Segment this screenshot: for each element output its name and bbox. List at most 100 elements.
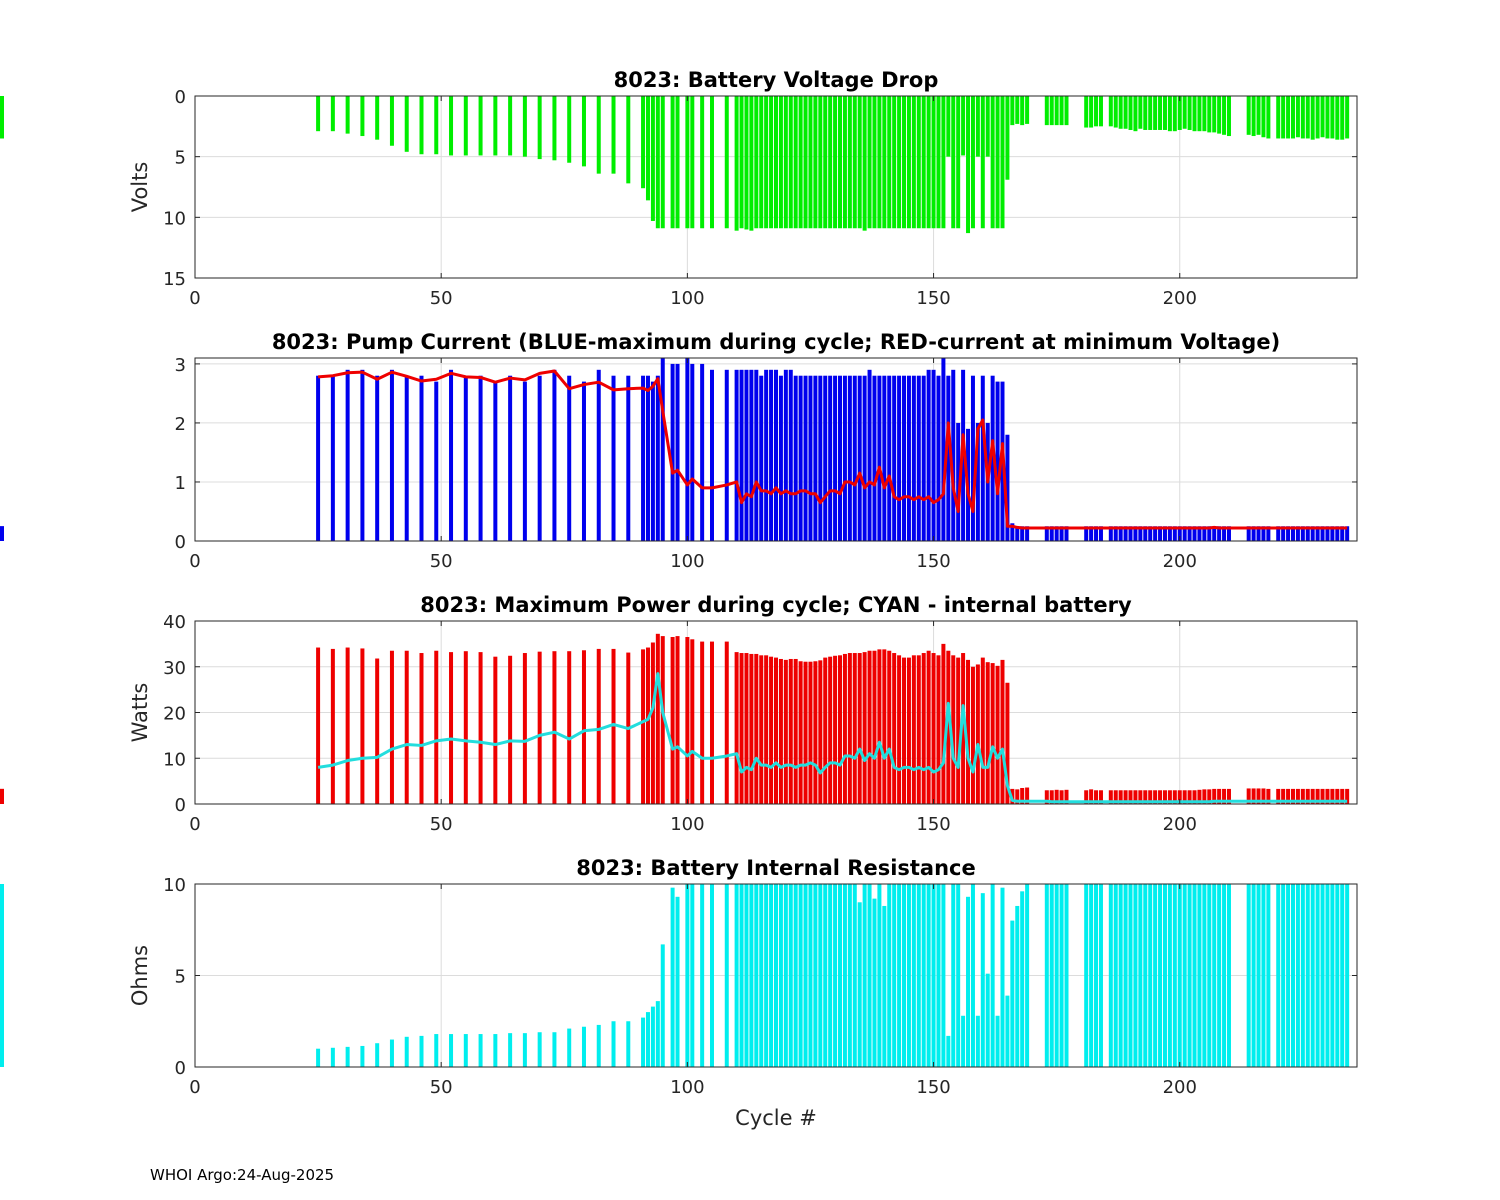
bar bbox=[0, 884, 4, 1067]
bar bbox=[936, 375, 941, 541]
bar bbox=[375, 96, 380, 140]
bar bbox=[1118, 96, 1123, 129]
bar bbox=[1182, 790, 1187, 804]
bar bbox=[823, 96, 828, 229]
bar bbox=[596, 96, 601, 174]
bar bbox=[1340, 526, 1345, 541]
bar bbox=[1177, 884, 1182, 1067]
bar bbox=[818, 660, 823, 804]
bar bbox=[1158, 790, 1163, 804]
bar bbox=[1251, 884, 1256, 1067]
bar bbox=[838, 375, 843, 541]
bar bbox=[1305, 788, 1310, 804]
bar bbox=[1197, 526, 1202, 541]
bar bbox=[1113, 526, 1118, 541]
bar bbox=[493, 381, 498, 541]
bar bbox=[980, 657, 985, 804]
bar bbox=[916, 375, 921, 541]
bar bbox=[463, 96, 468, 156]
bar bbox=[882, 905, 887, 1067]
bar bbox=[1310, 788, 1315, 804]
bar bbox=[1202, 96, 1207, 132]
bar bbox=[793, 884, 798, 1067]
bar bbox=[1089, 884, 1094, 1067]
bar bbox=[769, 884, 774, 1067]
bar bbox=[655, 96, 660, 229]
bar bbox=[946, 1035, 951, 1067]
axes-frame bbox=[194, 95, 1358, 279]
y-tick-label: 1 bbox=[175, 473, 186, 494]
bar bbox=[655, 633, 660, 804]
bar bbox=[990, 663, 995, 804]
bar bbox=[1207, 789, 1212, 804]
bar bbox=[1148, 526, 1153, 541]
bar bbox=[1281, 788, 1286, 804]
bar bbox=[626, 96, 631, 184]
bar bbox=[522, 653, 527, 804]
bar bbox=[897, 884, 902, 1067]
bar bbox=[1305, 96, 1310, 139]
bar bbox=[808, 884, 813, 1067]
bar bbox=[660, 636, 665, 804]
bar bbox=[330, 375, 335, 541]
bar bbox=[1320, 96, 1325, 138]
x-tick-label: 100 bbox=[670, 551, 704, 572]
bar bbox=[1054, 884, 1059, 1067]
bar bbox=[1138, 884, 1143, 1067]
bar bbox=[1226, 884, 1231, 1067]
bar bbox=[1207, 526, 1212, 541]
bar bbox=[389, 369, 394, 541]
bar bbox=[1197, 884, 1202, 1067]
bar bbox=[744, 369, 749, 541]
bar bbox=[749, 369, 754, 541]
bar bbox=[887, 884, 892, 1067]
bar bbox=[650, 1006, 655, 1067]
bar bbox=[892, 375, 897, 541]
x-tick-label: 100 bbox=[670, 1077, 704, 1098]
bar bbox=[1084, 884, 1089, 1067]
bar bbox=[852, 96, 857, 229]
bar bbox=[798, 884, 803, 1067]
bar bbox=[345, 96, 350, 134]
bar bbox=[764, 655, 769, 804]
x-tick-label: 200 bbox=[1163, 814, 1197, 835]
bar bbox=[926, 96, 931, 229]
bar bbox=[581, 96, 586, 167]
bar bbox=[660, 96, 665, 229]
bar bbox=[862, 375, 867, 541]
bar bbox=[734, 96, 739, 231]
bar bbox=[1276, 788, 1281, 804]
bar bbox=[1167, 790, 1172, 804]
bar bbox=[1256, 96, 1261, 135]
bar bbox=[611, 648, 616, 804]
bar bbox=[1123, 790, 1128, 804]
bar bbox=[902, 96, 907, 229]
bar bbox=[1054, 96, 1059, 126]
bar bbox=[975, 1015, 980, 1067]
bar bbox=[1266, 884, 1271, 1067]
bar bbox=[1192, 790, 1197, 804]
bar bbox=[316, 375, 321, 541]
bar bbox=[1295, 788, 1300, 804]
bar bbox=[778, 884, 783, 1067]
bar bbox=[892, 653, 897, 804]
line-series-2 bbox=[317, 672, 1348, 804]
bar bbox=[1330, 884, 1335, 1067]
bar bbox=[1246, 96, 1251, 135]
bar bbox=[690, 96, 695, 229]
bar bbox=[877, 884, 882, 1067]
bar bbox=[1315, 884, 1320, 1067]
bar bbox=[345, 647, 350, 804]
bar bbox=[508, 375, 513, 541]
bar bbox=[1084, 526, 1089, 541]
x-tick-label: 150 bbox=[916, 288, 950, 309]
bar bbox=[1089, 789, 1094, 804]
bar bbox=[769, 96, 774, 229]
bar bbox=[892, 96, 897, 229]
bar bbox=[552, 96, 557, 161]
bar bbox=[1133, 884, 1138, 1067]
bar bbox=[537, 375, 542, 541]
bar bbox=[1335, 788, 1340, 804]
bar bbox=[813, 96, 818, 229]
bar bbox=[975, 422, 980, 541]
